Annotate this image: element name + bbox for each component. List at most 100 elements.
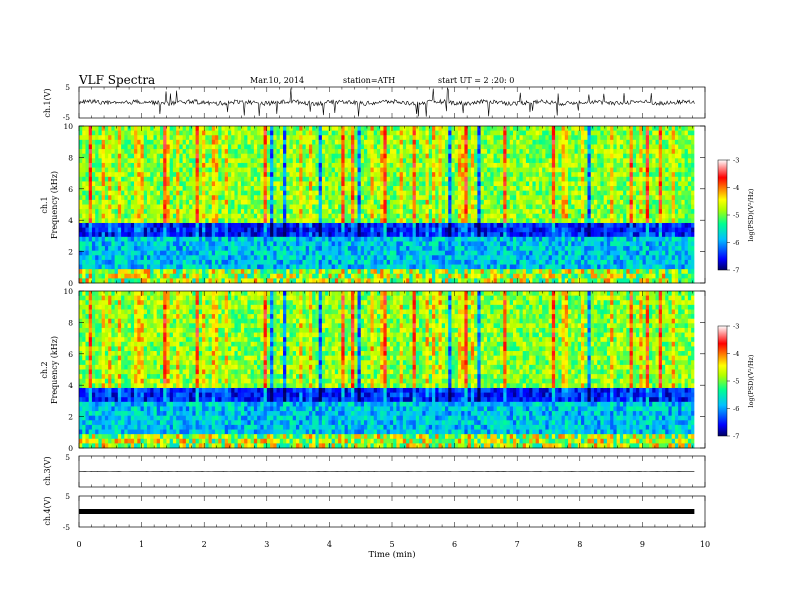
spectrogram-cell: [279, 218, 284, 224]
spectrogram-cell: [389, 213, 394, 219]
spectrogram-cell: [172, 199, 177, 205]
spectrogram-cell: [159, 149, 164, 155]
spectrogram-cell: [295, 153, 300, 159]
spectrogram-cell: [428, 190, 433, 196]
spectrogram-cell: [360, 190, 365, 196]
spectrogram-cell: [354, 218, 358, 224]
spectrogram-cell: [334, 213, 339, 219]
spectrogram-cell: [373, 199, 378, 205]
spectrogram-cell: [380, 176, 384, 182]
spectrogram-cell: [205, 241, 209, 247]
spectrogram-cell: [373, 130, 378, 136]
spectrogram-cell: [198, 236, 203, 242]
spectrogram-cell: [117, 158, 122, 164]
spectrogram-cell: [435, 190, 439, 196]
spectrogram-cell: [176, 158, 180, 164]
spectrogram-cell: [266, 139, 271, 145]
spectrogram-cell: [208, 190, 213, 196]
spectrogram-cell: [432, 241, 436, 247]
spectrogram-cell: [211, 255, 216, 261]
spectrogram-cell: [205, 149, 209, 155]
spectrogram-cell: [185, 126, 190, 132]
spectrogram-cell: [331, 273, 336, 279]
spectrogram-cell: [108, 153, 112, 159]
spectrogram-cell: [117, 172, 122, 178]
spectrogram-cell: [444, 172, 449, 178]
spectrogram-cell: [425, 227, 430, 233]
spectrogram-cell: [325, 181, 329, 187]
spectrogram-cell: [354, 250, 358, 256]
spectrogram-cell: [250, 278, 255, 284]
spectrogram-cell: [260, 195, 265, 201]
spectrogram-cell: [454, 176, 459, 182]
spectrogram-cell: [276, 199, 281, 205]
spectrogram-cell: [338, 218, 342, 224]
spectrogram-cell: [124, 246, 128, 252]
spectrogram-cell: [419, 273, 423, 279]
spectrogram-cell: [357, 264, 362, 270]
spectrogram-cell: [276, 213, 281, 219]
spectrogram-cell: [192, 241, 196, 247]
spectrogram-cell: [461, 269, 465, 275]
spectrogram-cell: [266, 246, 271, 252]
spectrogram-cell: [519, 172, 524, 178]
spectrogram-cell: [121, 264, 125, 270]
spectrogram-cell: [227, 199, 232, 205]
spectrogram-cell: [519, 167, 524, 173]
spectrogram-cell: [208, 126, 213, 132]
spectrogram-cell: [134, 130, 138, 136]
spectrogram-cell: [512, 241, 517, 247]
spectrogram-cell: [260, 126, 265, 132]
spectrogram-cell: [474, 139, 478, 145]
spectrogram-cell: [448, 130, 452, 136]
spectrogram-cell: [451, 264, 456, 270]
spectrogram-cell: [270, 246, 274, 252]
spectrogram-cell: [273, 135, 277, 141]
spectrogram-cell: [163, 232, 167, 238]
spectrogram-cell: [516, 273, 520, 279]
spectrogram-cell: [389, 241, 394, 247]
spectrogram-cell: [396, 269, 401, 275]
spectrogram-cell: [98, 135, 103, 141]
spectrogram-cell: [496, 259, 501, 265]
spectrogram-cell: [143, 199, 148, 205]
spectrogram-cell: [480, 232, 485, 238]
spectrogram-cell: [95, 172, 99, 178]
spectrogram-cell: [140, 264, 145, 270]
spectrogram-cell: [380, 269, 384, 275]
spectrogram-cell: [551, 204, 556, 210]
spectrogram-cell: [127, 186, 132, 192]
spectrogram-cell: [283, 158, 287, 164]
spectrogram-cell: [503, 144, 507, 150]
spectrogram-cell: [522, 232, 527, 238]
spectrogram-cell: [111, 209, 116, 215]
spectrogram-cell: [425, 181, 430, 187]
spectrogram-cell: [231, 264, 235, 270]
spectrogram-cell: [91, 190, 96, 196]
spectrogram-cell: [85, 227, 90, 233]
spectrogram-cell: [192, 213, 196, 219]
spectrogram-cell: [373, 158, 378, 164]
spectrogram-cell: [182, 232, 187, 238]
spectrogram-cell: [98, 236, 103, 242]
spectrogram-cell: [169, 158, 174, 164]
spectrogram-cell: [522, 181, 527, 187]
spectrogram-cell: [467, 227, 472, 233]
spectrogram-cell: [415, 278, 420, 284]
spectrogram-cell: [79, 153, 83, 159]
spectrogram-cell: [490, 139, 494, 145]
spectrogram-cell: [525, 167, 530, 173]
spectrogram-cell: [312, 135, 316, 141]
spectrogram-cell: [305, 195, 310, 201]
spectrogram-cell: [451, 209, 456, 215]
spectrogram-cell: [85, 255, 90, 261]
spectrogram-cell: [389, 236, 394, 242]
spectrogram-cell: [208, 181, 213, 187]
spectrogram-cell: [493, 213, 498, 219]
spectrogram-cell: [470, 186, 475, 192]
spectrogram-cell: [364, 222, 368, 228]
spectrogram-cell: [415, 158, 420, 164]
spectrogram-cell: [292, 158, 297, 164]
spectrogram-cell: [202, 250, 206, 256]
spectrogram-cell: [221, 259, 226, 265]
